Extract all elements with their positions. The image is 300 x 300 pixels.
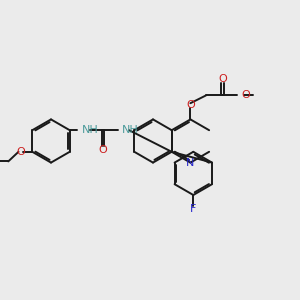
Text: F: F bbox=[190, 204, 196, 214]
Text: O: O bbox=[16, 147, 25, 157]
Text: O: O bbox=[186, 100, 195, 110]
Text: N: N bbox=[186, 158, 195, 168]
Text: O: O bbox=[241, 90, 250, 100]
Text: O: O bbox=[218, 74, 227, 84]
Text: O: O bbox=[99, 145, 107, 155]
Text: NH: NH bbox=[122, 125, 139, 135]
Text: NH: NH bbox=[82, 125, 98, 135]
